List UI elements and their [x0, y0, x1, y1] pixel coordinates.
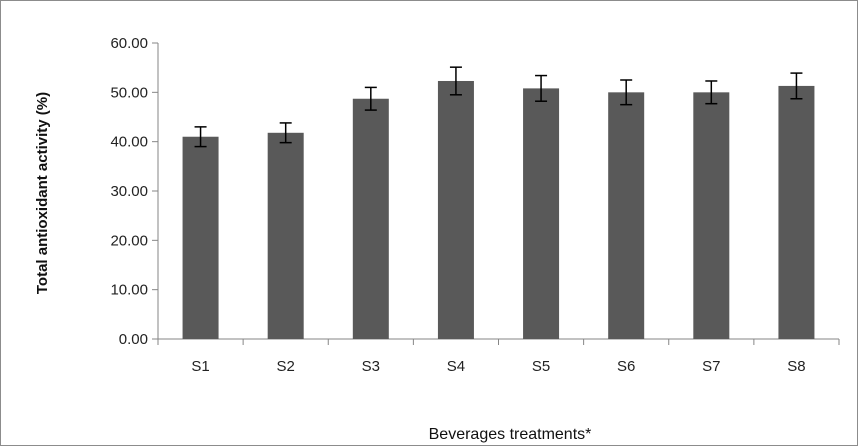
- y-tick-labels: 0.00 10.00 20.00 30.00 40.00 50.00 60.00: [110, 35, 148, 348]
- x-tick-label: S5: [532, 358, 550, 375]
- y-tick-label: 50.00: [110, 84, 148, 101]
- bar: [608, 92, 645, 339]
- error-bar: [705, 80, 718, 105]
- y-tick-label: 40.00: [110, 134, 148, 151]
- bar: [352, 98, 389, 339]
- bars: [182, 80, 815, 340]
- error-bar: [279, 122, 292, 144]
- y-axis-label: Total antioxidant activity (%): [34, 92, 51, 294]
- x-tick-label: S2: [277, 358, 295, 375]
- chart-axes: [152, 42, 840, 345]
- y-tick-label: 60.00: [110, 35, 148, 52]
- x-tick-label: S4: [447, 358, 465, 375]
- error-bars: [194, 66, 803, 148]
- bar: [437, 80, 474, 339]
- bar: [693, 92, 730, 339]
- bar: [182, 136, 219, 339]
- x-tick-label: S7: [702, 358, 720, 375]
- bar: [778, 85, 815, 339]
- error-bar: [535, 74, 548, 102]
- x-tick-label: S3: [362, 358, 380, 375]
- x-tick-label: S6: [617, 358, 635, 375]
- error-bar: [620, 79, 633, 106]
- y-tick-label: 0.00: [119, 331, 148, 348]
- error-bar: [449, 66, 462, 96]
- bar: [523, 88, 560, 340]
- x-tick-label: S8: [787, 358, 805, 375]
- y-tick-label: 30.00: [110, 183, 148, 200]
- x-tick-label: S1: [191, 358, 209, 375]
- error-bar: [790, 72, 803, 100]
- y-tick-label: 10.00: [110, 282, 148, 299]
- y-tick-label: 20.00: [110, 232, 148, 249]
- error-bar: [194, 126, 207, 148]
- bar: [267, 132, 304, 339]
- error-bar: [364, 86, 377, 111]
- x-axis-label: Beverages treatments*: [429, 426, 592, 443]
- x-tick-labels: S1 S2 S3 S4 S5 S6 S7 S8: [191, 358, 805, 375]
